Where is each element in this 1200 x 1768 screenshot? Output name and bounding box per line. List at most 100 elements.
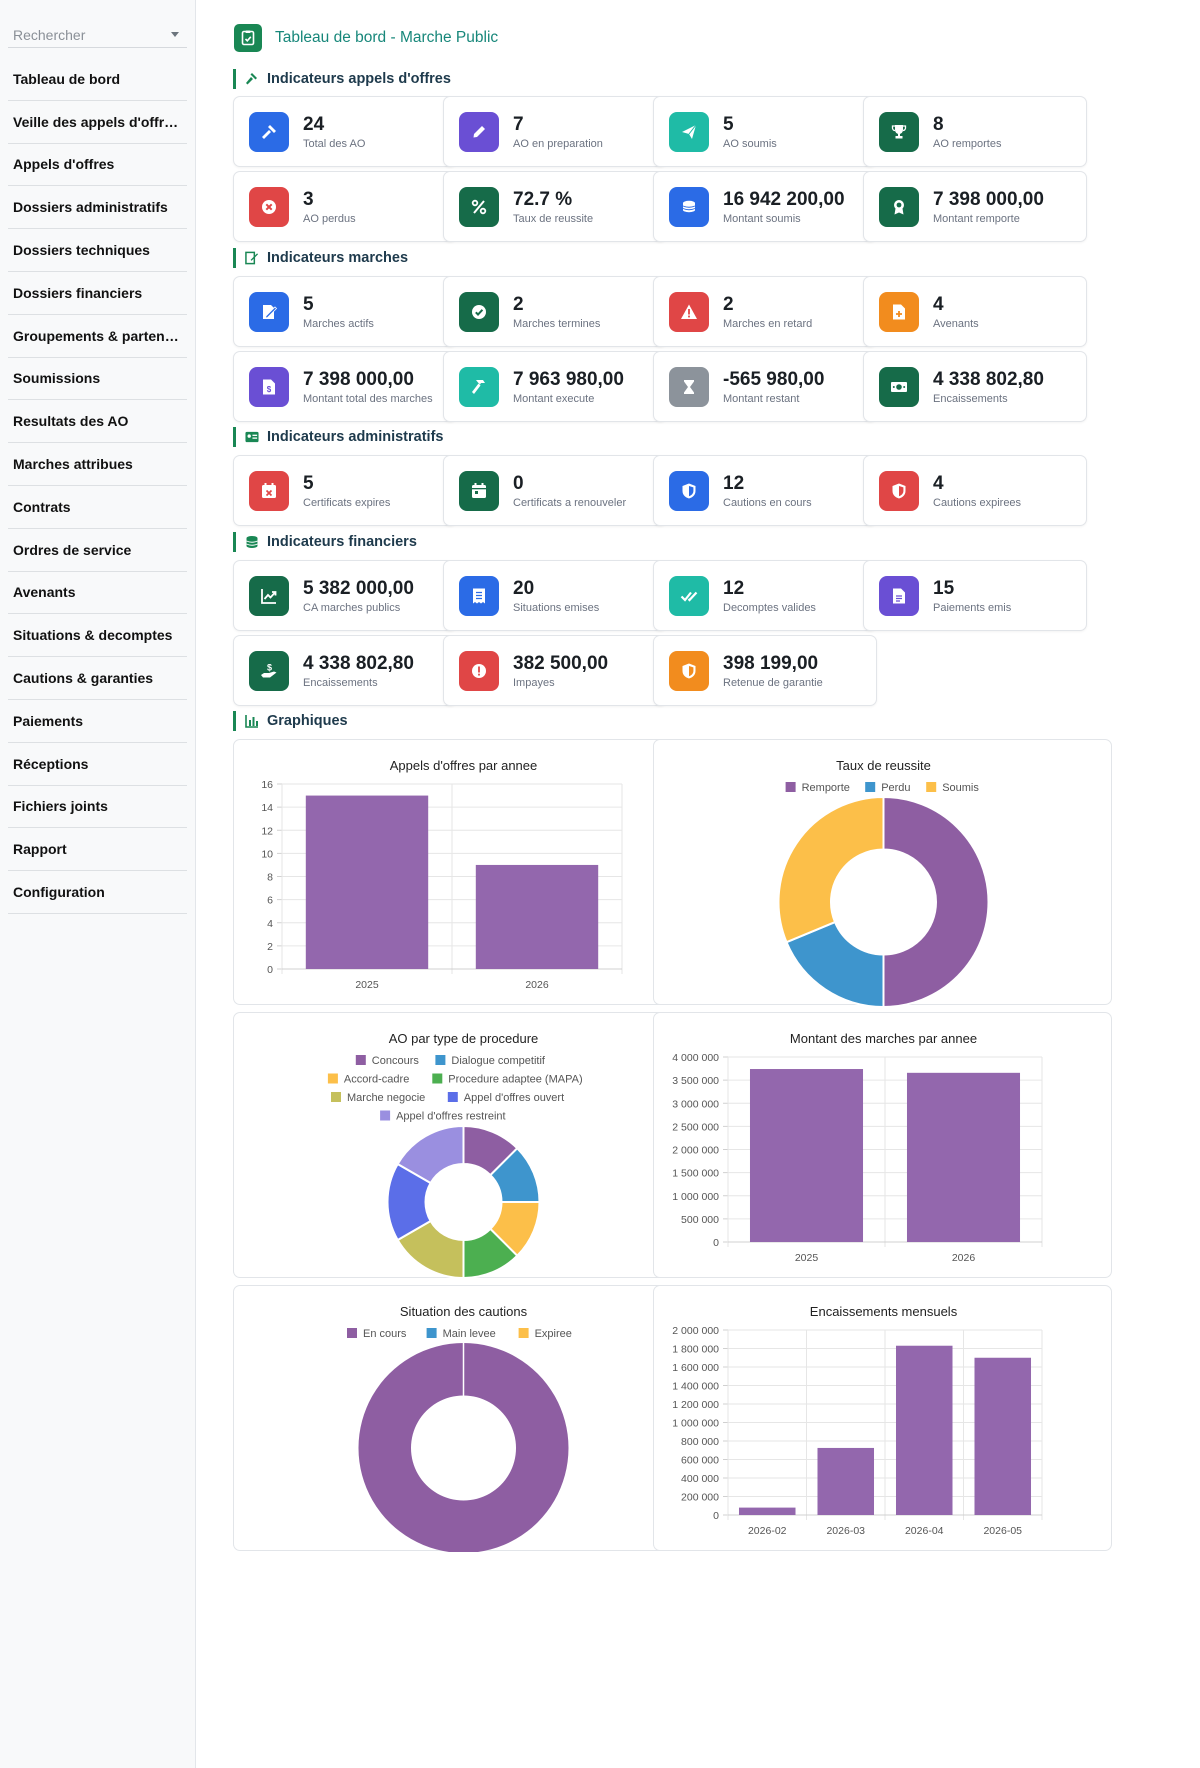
page-title: Tableau de bord - Marche Public [275, 29, 499, 46]
kpi-value: 20 [513, 577, 535, 599]
sidebar-item-resultats-des-ao[interactable]: Resultats des AO [8, 400, 187, 444]
calendar-x-icon [249, 470, 289, 511]
sidebar-menu: Tableau de bord Veille des appels d'offre… [0, 58, 195, 914]
sidebar-item-dossiers-administratifs[interactable]: Dossiers administratifs [8, 186, 187, 230]
sidebar-item-contrats[interactable]: Contrats [8, 486, 187, 529]
kpi-card: 4 Avenants [863, 276, 1087, 347]
chart-card-ao_par_procedure: AO par type de procedure Concours Dialogue… [233, 1012, 692, 1279]
kpi-label: AO soumis [723, 137, 777, 150]
sidebar-item-label: Paiements [13, 712, 84, 729]
hammer-icon [459, 366, 499, 407]
chart-title: Appels d'offres par annee [390, 758, 538, 773]
kpi-value: 12 [723, 577, 745, 599]
sidebar-item-ordres-de-service[interactable]: Ordres de service [8, 529, 187, 572]
section-title-marches: Indicateurs marches [233, 248, 408, 268]
search-select[interactable]: Rechercher [8, 22, 187, 48]
kpi-value: 7 963 980,00 [513, 368, 624, 390]
kpi-label: Cautions en cours [723, 496, 812, 509]
y-tick-label: 2 [267, 941, 273, 953]
kpi-card: 0 Certificats a renouveler [443, 455, 667, 526]
chart-card-encaissements_mensuels: Encaissements mensuels 0 200 000 400 000 600… [653, 1285, 1112, 1551]
y-tick-label: 800 000 [681, 1436, 719, 1448]
y-tick-label: 1 000 000 [672, 1191, 719, 1203]
legend-label: En cours [363, 1328, 407, 1340]
times-circle-icon [249, 186, 289, 227]
kpi-label: Avenants [933, 317, 979, 330]
kpi-label: Montant soumis [723, 212, 801, 225]
legend-swatch [432, 1073, 443, 1084]
percent-icon [459, 186, 499, 227]
bar [749, 1069, 864, 1242]
kpi-label: Cautions expirees [933, 496, 1022, 509]
bar [475, 864, 599, 969]
y-tick-label: 12 [261, 825, 273, 837]
legend-swatch [865, 782, 876, 792]
legend-swatch [447, 1092, 458, 1102]
kpi-value: 3 [303, 188, 314, 210]
kpi-card: 5 Certificats expires [233, 455, 457, 526]
kpi-value: 398 199,00 [723, 652, 819, 674]
award-icon [879, 186, 919, 227]
kpi-card: 3 AO perdus [233, 171, 457, 242]
exclamation-circle-icon [459, 650, 499, 691]
kpi-label: Taux de reussite [513, 212, 594, 225]
sidebar-item-avenants[interactable]: Avenants [8, 572, 187, 615]
kpi-value: 382 500,00 [513, 652, 609, 674]
sidebar-item-rapport[interactable]: Rapport [8, 828, 187, 872]
kpi-label: Retenue de garantie [723, 676, 823, 689]
kpi-label: CA marches publics [303, 601, 401, 614]
shield-half-icon [669, 650, 709, 691]
y-tick-label: 600 000 [681, 1455, 719, 1467]
sidebar-item-veille-des-appels-d-offres[interactable]: Veille des appels d'offres [8, 101, 187, 144]
kpi-value: 5 [723, 113, 734, 135]
y-tick-label: 0 [713, 1237, 719, 1249]
kpi-value: 2 [723, 293, 734, 315]
sidebar-item-groupements-partenaires[interactable]: Groupements & partenaires [8, 315, 187, 358]
hand-dollar-icon: $ [249, 650, 289, 691]
legend-label: Appel d'offres restreint [396, 1111, 506, 1123]
sidebar-item-label: Contrats [13, 498, 71, 515]
kpi-card: 12 Cautions en cours [653, 455, 877, 526]
legend-label: Perdu [881, 782, 910, 794]
kpi-label: Montant total des marches [303, 392, 433, 405]
legend-label: Main levee [443, 1328, 496, 1340]
legend-label: Marche negocie [347, 1092, 425, 1104]
legend-swatch [380, 1110, 391, 1121]
y-tick-label: 3 000 000 [672, 1098, 719, 1110]
sidebar-item-fichiers-joints[interactable]: Fichiers joints [8, 786, 187, 829]
legend-swatch [435, 1055, 446, 1065]
kpi-label: Marches termines [513, 317, 601, 330]
sidebar-item-tableau-de-bord[interactable]: Tableau de bord [8, 58, 187, 101]
sidebar-item-dossiers-techniques[interactable]: Dossiers techniques [8, 229, 187, 272]
sidebar-item-cautions-garanties[interactable]: Cautions & garanties [8, 657, 187, 700]
kpi-label: AO remportes [933, 137, 1002, 150]
pencil-icon [459, 111, 499, 152]
kpi-card: 72.7 % Taux de reussite [443, 171, 667, 242]
sidebar-item-appels-d-offres[interactable]: Appels d'offres [8, 144, 187, 187]
kpi-label: AO en preparation [513, 137, 603, 150]
sidebar-item-marches-attribues[interactable]: Marches attribues [8, 443, 187, 486]
kpi-card: 2 Marches termines [443, 276, 667, 347]
sidebar-item-configuration[interactable]: Configuration [8, 871, 187, 914]
sidebar-item-dossiers-financiers[interactable]: Dossiers financiers [8, 272, 187, 315]
kpi-label: Situations emises [513, 601, 600, 614]
page-header: Tableau de bord - Marche Public [234, 24, 498, 52]
kpi-label: Montant remporte [933, 212, 1020, 225]
kpi-card: 7 AO en preparation [443, 96, 667, 167]
sidebar-item-r-ceptions[interactable]: Réceptions [8, 743, 187, 786]
sidebar-item-label: Cautions & garanties [13, 670, 154, 687]
sidebar-item-situations-decomptes[interactable]: Situations & decomptes [8, 614, 187, 658]
chevron-down-icon[interactable] [171, 32, 179, 37]
kpi-card: 2 Marches en retard [653, 276, 877, 347]
legend-label: Expiree [535, 1328, 572, 1340]
sidebar-item-label: Ordres de service [13, 541, 132, 558]
section-title-ao: Indicateurs appels d'offres [233, 69, 451, 89]
kpi-label: Decomptes valides [723, 601, 816, 614]
sidebar-item-soumissions[interactable]: Soumissions [8, 358, 187, 401]
kpi-label: Encaissements [303, 676, 378, 689]
paper-plane-icon [669, 111, 709, 152]
sidebar-item-paiements[interactable]: Paiements [8, 700, 187, 743]
kpi-label: Montant execute [513, 392, 595, 405]
y-tick-label: 4 [267, 918, 273, 930]
kpi-value: 5 [303, 472, 314, 494]
